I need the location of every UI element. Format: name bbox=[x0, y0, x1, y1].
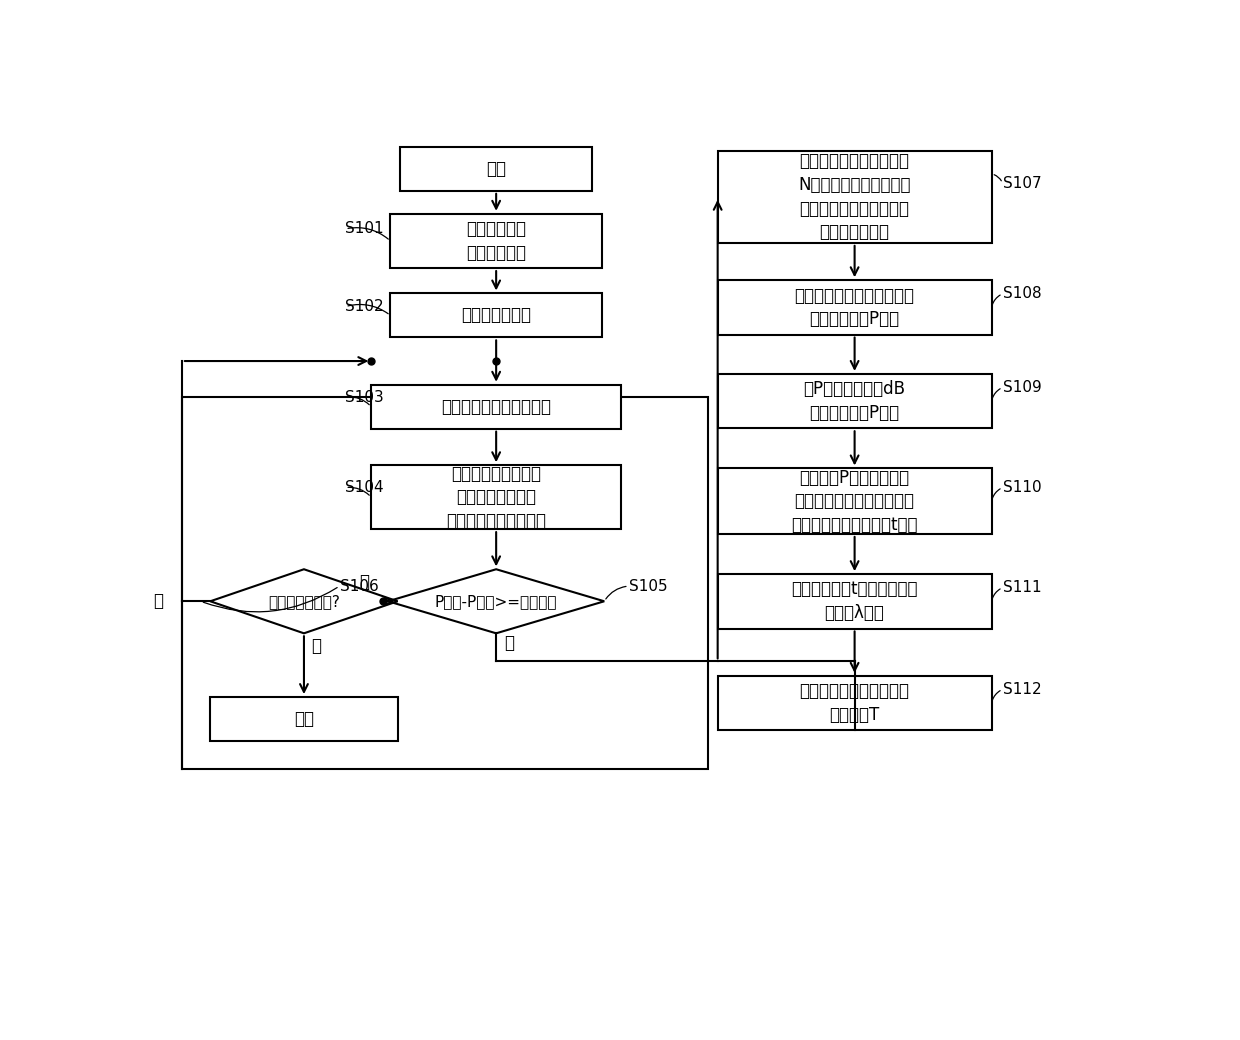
Text: 否: 否 bbox=[153, 592, 162, 610]
Bar bbox=[718, 373, 992, 428]
Bar bbox=[371, 385, 621, 428]
Bar bbox=[718, 151, 992, 243]
Text: 通过差分结果的符号
判断光栅反射峰的
底部和顶部的粗略位置: 通过差分结果的符号 判断光栅反射峰的 底部和顶部的粗略位置 bbox=[446, 465, 546, 529]
Text: P顶部-P底部>=峰高门限: P顶部-P底部>=峰高门限 bbox=[435, 594, 558, 608]
Text: S104: S104 bbox=[345, 480, 384, 495]
Bar bbox=[391, 213, 601, 268]
Bar bbox=[401, 147, 593, 191]
Bar bbox=[371, 465, 621, 529]
Text: 通过反射峰顶部的精确时间
算出峰顶幅值P峰顶: 通过反射峰顶部的精确时间 算出峰顶幅值P峰顶 bbox=[795, 287, 915, 329]
Text: S101: S101 bbox=[345, 222, 384, 236]
Text: 根据前沿波长算出区域的
实时温度T: 根据前沿波长算出区域的 实时温度T bbox=[800, 682, 910, 724]
Text: 对采样数据抽样: 对采样数据抽样 bbox=[461, 307, 531, 324]
Text: 对抽样数据进行前向差分: 对抽样数据进行前向差分 bbox=[441, 397, 551, 416]
Text: 开始: 开始 bbox=[486, 160, 506, 178]
Text: 动态阈值P阈値与反射峰
采样数据长波长方向的交点
对应时间作为前沿时间t前沿: 动态阈值P阈値与反射峰 采样数据长波长方向的交点 对应时间作为前沿时间t前沿 bbox=[791, 469, 918, 534]
Text: 是: 是 bbox=[311, 636, 321, 655]
Text: 根据前沿时间t前沿算出前后
沿波长λ前沿: 根据前沿时间t前沿算出前后 沿波长λ前沿 bbox=[791, 580, 918, 622]
Text: S112: S112 bbox=[1003, 682, 1042, 697]
Text: 对光栅反射峰顶部附近的
N个采样数据的时间进行
功率加权平均得到反射峰
顶部的精确时间: 对光栅反射峰顶部附近的 N个采样数据的时间进行 功率加权平均得到反射峰 顶部的精… bbox=[799, 153, 911, 241]
Text: S102: S102 bbox=[345, 300, 384, 314]
Text: S107: S107 bbox=[1003, 176, 1042, 190]
Bar bbox=[718, 676, 992, 730]
Text: 抽样数据处理完?: 抽样数据处理完? bbox=[268, 594, 340, 608]
Bar bbox=[391, 293, 601, 337]
Bar bbox=[211, 697, 398, 742]
Bar bbox=[718, 574, 992, 628]
Text: S106: S106 bbox=[340, 578, 378, 594]
Text: S103: S103 bbox=[345, 390, 384, 405]
Bar bbox=[182, 397, 708, 770]
Polygon shape bbox=[388, 569, 604, 633]
Text: 对P峰顶衰减一定dB
作为动态阈值P阈値: 对P峰顶衰减一定dB 作为动态阈值P阈値 bbox=[804, 381, 905, 422]
Text: S110: S110 bbox=[1003, 480, 1042, 495]
Text: 否: 否 bbox=[360, 573, 370, 591]
Text: S109: S109 bbox=[1003, 380, 1042, 395]
Polygon shape bbox=[211, 569, 398, 633]
Text: S111: S111 bbox=[1003, 580, 1042, 595]
Bar bbox=[718, 280, 992, 335]
Text: 是: 是 bbox=[503, 633, 513, 652]
Text: S108: S108 bbox=[1003, 286, 1042, 302]
Text: 采样光纤光栅
光谱功率信号: 采样光纤光栅 光谱功率信号 bbox=[466, 220, 526, 262]
Bar bbox=[718, 468, 992, 534]
Text: 结束: 结束 bbox=[294, 710, 314, 728]
Text: S105: S105 bbox=[629, 578, 667, 594]
